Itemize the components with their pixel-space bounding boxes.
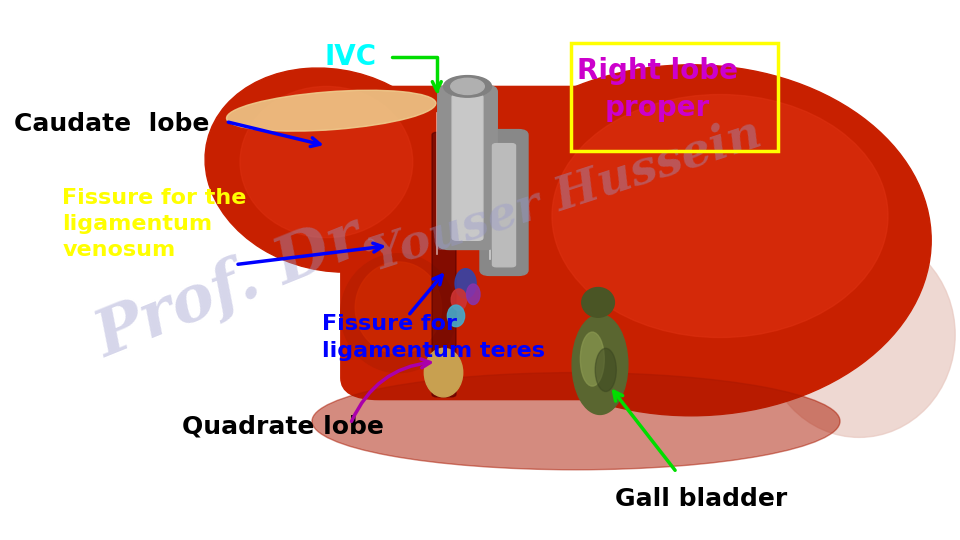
Text: Fissure for
ligamentum teres: Fissure for ligamentum teres bbox=[322, 314, 544, 361]
Text: Right lobe
proper: Right lobe proper bbox=[577, 57, 738, 122]
Ellipse shape bbox=[240, 86, 413, 238]
Ellipse shape bbox=[582, 287, 614, 317]
Text: Prof. Dr.: Prof. Dr. bbox=[86, 201, 387, 370]
Text: IVC: IVC bbox=[324, 43, 376, 71]
FancyBboxPatch shape bbox=[480, 130, 528, 275]
Ellipse shape bbox=[455, 268, 476, 298]
FancyBboxPatch shape bbox=[452, 94, 483, 240]
Ellipse shape bbox=[451, 78, 484, 94]
Text: Youser Hussein: Youser Hussein bbox=[365, 110, 767, 280]
FancyBboxPatch shape bbox=[438, 85, 497, 249]
Ellipse shape bbox=[451, 289, 467, 310]
FancyBboxPatch shape bbox=[432, 132, 456, 397]
Ellipse shape bbox=[451, 65, 931, 416]
Ellipse shape bbox=[444, 76, 492, 97]
FancyBboxPatch shape bbox=[492, 144, 516, 267]
Ellipse shape bbox=[763, 232, 955, 437]
Ellipse shape bbox=[312, 373, 840, 470]
FancyBboxPatch shape bbox=[341, 86, 629, 400]
Ellipse shape bbox=[227, 90, 436, 131]
Ellipse shape bbox=[341, 254, 456, 373]
Ellipse shape bbox=[580, 332, 605, 386]
Ellipse shape bbox=[447, 305, 465, 327]
Text: Gall bladder: Gall bladder bbox=[614, 488, 787, 511]
Ellipse shape bbox=[424, 348, 463, 397]
Ellipse shape bbox=[595, 348, 616, 392]
Ellipse shape bbox=[205, 68, 457, 272]
Text: Quadrate lobe: Quadrate lobe bbox=[182, 415, 384, 438]
Text: Caudate  lobe: Caudate lobe bbox=[14, 112, 210, 136]
Text: Fissure for the
ligamentum
venosum: Fissure for the ligamentum venosum bbox=[62, 188, 247, 260]
Ellipse shape bbox=[552, 94, 888, 338]
Ellipse shape bbox=[355, 262, 442, 354]
Bar bbox=[571, 43, 778, 151]
Ellipse shape bbox=[467, 284, 480, 305]
Ellipse shape bbox=[572, 314, 628, 415]
